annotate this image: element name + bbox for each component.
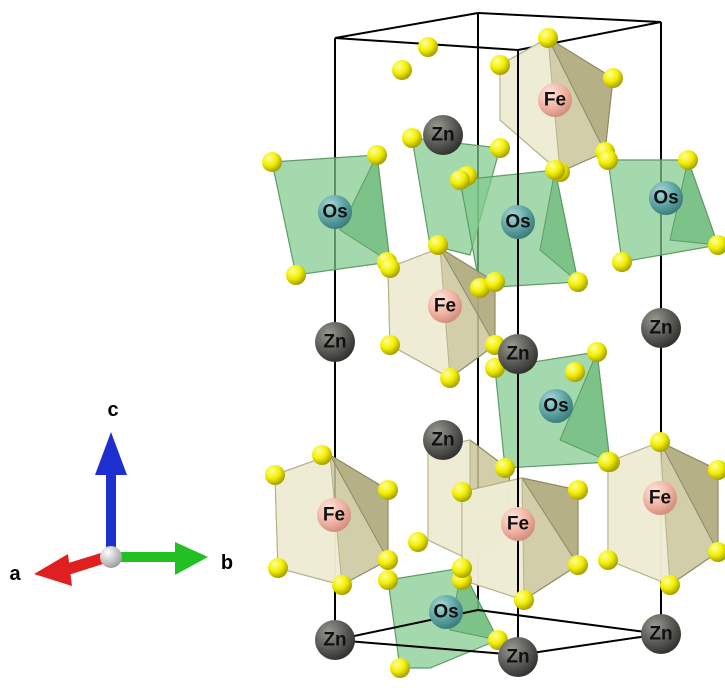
ligand-atom xyxy=(485,358,505,378)
ligand-atom xyxy=(452,558,472,578)
zn-atom: Zn xyxy=(315,322,355,362)
zn-atom: Zn xyxy=(315,620,355,660)
ligand-atom xyxy=(660,575,680,595)
ligand-atom xyxy=(678,150,698,170)
ligand-atom xyxy=(378,480,398,500)
ligand-atom xyxy=(312,445,332,465)
zn-atom: Zn xyxy=(498,637,538,677)
ligand-atom xyxy=(545,160,565,180)
ligand-atom xyxy=(265,465,285,485)
ligand-atom xyxy=(490,138,510,158)
fe-atom: Fe xyxy=(317,498,351,532)
zn-label: Zn xyxy=(431,125,454,146)
zn-atoms: Zn Zn Zn Zn Zn Zn Zn Zn xyxy=(315,115,681,677)
a-axis-arrow xyxy=(34,552,106,586)
ligand-atom xyxy=(612,252,632,272)
zn-atom: Zn xyxy=(641,614,681,654)
ligand-atom xyxy=(490,55,510,75)
os-atom: Os xyxy=(429,595,463,629)
ligand-atom xyxy=(390,658,410,678)
ligand-atom xyxy=(378,550,398,570)
os-label: Os xyxy=(505,212,530,233)
ligand-atom xyxy=(538,28,558,48)
ligand-atom xyxy=(514,590,534,610)
os-atom: Os xyxy=(501,205,535,239)
os-label: Os xyxy=(433,602,458,623)
os-atom: Os xyxy=(318,195,352,229)
b-axis-arrow xyxy=(112,542,208,575)
origin-sphere xyxy=(100,546,122,568)
ligand-atom xyxy=(402,128,422,148)
fe-label: Fe xyxy=(434,296,456,317)
ligand-atom xyxy=(392,60,412,80)
ligand-atom xyxy=(568,555,588,575)
zn-label: Zn xyxy=(506,344,529,365)
ligand-atom xyxy=(708,542,725,562)
axis-indicator: c b a xyxy=(9,399,233,586)
ligand-atom xyxy=(485,272,505,292)
ligand-atom xyxy=(495,458,515,478)
ligand-atom xyxy=(568,480,588,500)
fe-atom: Fe xyxy=(643,481,677,515)
fe-label: Fe xyxy=(544,90,566,111)
ligand-atom xyxy=(470,278,490,298)
fe-label: Fe xyxy=(323,505,345,526)
os-label: Os xyxy=(543,396,568,417)
ligand-atom xyxy=(418,37,438,57)
fe-label: Fe xyxy=(649,488,671,509)
ligand-atom xyxy=(587,342,607,362)
os-label: Os xyxy=(653,188,678,209)
ligand-atom xyxy=(650,432,670,452)
zn-label: Zn xyxy=(323,332,346,353)
ligand-atom xyxy=(450,170,470,190)
ligand-atom xyxy=(440,368,460,388)
ligand-atom xyxy=(380,335,400,355)
ligand-atoms xyxy=(262,28,725,678)
ligand-atom xyxy=(262,152,282,172)
zn-atom: Zn xyxy=(498,334,538,374)
ligand-atom xyxy=(598,452,618,472)
zn-label: Zn xyxy=(649,318,672,339)
a-axis-label: a xyxy=(9,563,21,585)
ligand-atom xyxy=(286,265,306,285)
zn-label: Zn xyxy=(506,647,529,668)
ligand-atom xyxy=(428,235,448,255)
ligand-atom xyxy=(598,550,618,570)
zn-atom: Zn xyxy=(423,420,463,460)
fe-atom: Fe xyxy=(428,289,462,323)
os-label: Os xyxy=(322,202,347,223)
c-axis-label: c xyxy=(107,399,118,421)
ligand-atom xyxy=(568,272,588,292)
ligand-atom xyxy=(708,460,725,480)
ligand-atom xyxy=(380,258,400,278)
os-atom: Os xyxy=(539,389,573,423)
ligand-atom xyxy=(452,482,472,502)
fe-atom: Fe xyxy=(501,507,535,541)
fe-octahedron xyxy=(499,36,614,174)
zn-atom: Zn xyxy=(641,308,681,348)
ligand-atom xyxy=(268,558,288,578)
zn-label: Zn xyxy=(431,430,454,451)
fe-atom: Fe xyxy=(538,83,572,117)
ligand-atom xyxy=(708,235,725,255)
b-axis-label: b xyxy=(221,552,233,574)
ligand-atom xyxy=(603,68,623,88)
ligand-atom xyxy=(565,362,585,382)
ligand-atom xyxy=(598,150,618,170)
c-axis-arrow xyxy=(95,432,127,550)
zn-label: Zn xyxy=(649,624,672,645)
ligand-atom xyxy=(367,145,387,165)
ligand-atom xyxy=(378,570,398,590)
os-atom: Os xyxy=(649,181,683,215)
zn-atom: Zn xyxy=(423,115,463,155)
center-atoms: Fe Os Os Os Fe Os Fe Fe xyxy=(317,83,683,629)
fe-label: Fe xyxy=(507,514,529,535)
zn-label: Zn xyxy=(323,630,346,651)
ligand-atom xyxy=(332,575,352,595)
ligand-atom xyxy=(408,532,428,552)
